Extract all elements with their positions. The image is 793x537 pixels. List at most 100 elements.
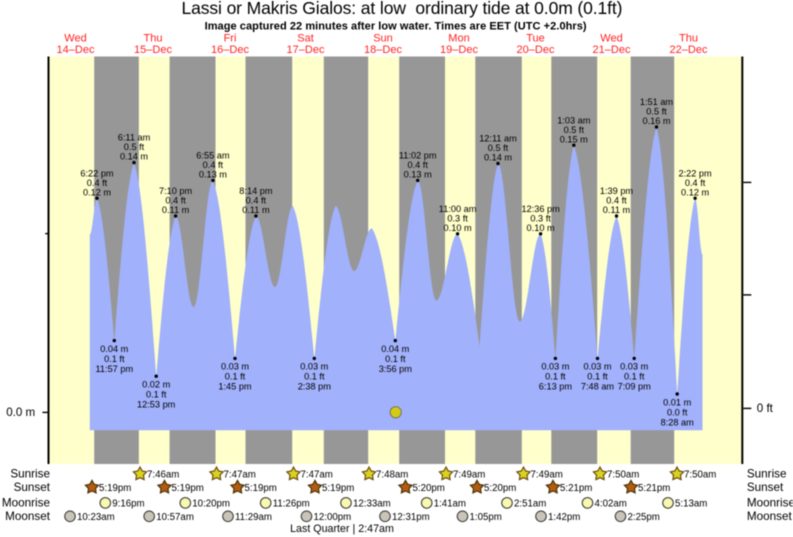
svg-text:5:19pm: 5:19pm	[99, 483, 131, 494]
svg-text:1:05pm: 1:05pm	[470, 512, 502, 523]
svg-text:12:31pm: 12:31pm	[392, 512, 430, 523]
svg-text:4:02am: 4:02am	[595, 498, 627, 509]
svg-text:1:03 am: 1:03 am	[557, 115, 591, 125]
svg-text:0.4 ft: 0.4 ft	[246, 196, 267, 206]
svg-text:1:45 pm: 1:45 pm	[218, 382, 252, 392]
svg-text:1:42pm: 1:42pm	[548, 512, 580, 523]
svg-text:2:38 pm: 2:38 pm	[298, 382, 332, 392]
svg-text:7:50am: 7:50am	[607, 470, 639, 481]
svg-text:12:11 am: 12:11 am	[479, 134, 517, 144]
svg-text:11:29am: 11:29am	[235, 512, 272, 523]
svg-text:0.03 m: 0.03 m	[221, 362, 249, 372]
svg-text:0.1 ft: 0.1 ft	[624, 372, 645, 382]
svg-text:0.0 ft: 0.0 ft	[667, 407, 688, 417]
svg-text:7:10 pm: 7:10 pm	[159, 186, 193, 196]
svg-text:15–Dec: 15–Dec	[134, 44, 172, 56]
svg-text:0 ft: 0 ft	[757, 402, 774, 415]
svg-text:8:14 pm: 8:14 pm	[239, 186, 273, 196]
svg-text:0.4 ft: 0.4 ft	[165, 196, 186, 206]
svg-text:0.5 ft: 0.5 ft	[564, 125, 585, 135]
svg-text:6:11 am: 6:11 am	[118, 133, 151, 143]
svg-text:6:13 pm: 6:13 pm	[539, 382, 573, 392]
svg-text:0.4 ft: 0.4 ft	[606, 196, 627, 206]
svg-text:0.01 m: 0.01 m	[663, 397, 691, 407]
svg-text:Moonrise: Moonrise	[2, 496, 50, 509]
svg-text:0.03 m: 0.03 m	[583, 362, 611, 372]
svg-text:Last Quarter | 2:47am: Last Quarter | 2:47am	[290, 523, 394, 535]
svg-text:Moonrise: Moonrise	[747, 496, 793, 509]
svg-text:0.14 m: 0.14 m	[484, 153, 512, 163]
svg-text:12:36 pm: 12:36 pm	[521, 204, 560, 214]
svg-text:19–Dec: 19–Dec	[440, 44, 478, 56]
svg-text:Wed: Wed	[64, 33, 86, 45]
svg-text:0.4 ft: 0.4 ft	[87, 178, 108, 188]
svg-text:Fri: Fri	[224, 33, 237, 45]
svg-text:Thu: Thu	[679, 33, 698, 45]
svg-text:7:49am: 7:49am	[453, 470, 485, 481]
svg-text:2:51am: 2:51am	[514, 498, 546, 509]
svg-text:0.04 m: 0.04 m	[381, 344, 409, 354]
svg-text:0.12 m: 0.12 m	[681, 187, 709, 197]
svg-text:Sat: Sat	[297, 33, 314, 45]
svg-text:12:53 pm: 12:53 pm	[137, 400, 176, 410]
svg-text:5:21pm: 5:21pm	[560, 483, 592, 494]
svg-text:Image captured 22 minutes afte: Image captured 22 minutes after low wate…	[205, 21, 587, 33]
svg-text:5:20pm: 5:20pm	[484, 483, 516, 494]
svg-text:1:39 pm: 1:39 pm	[600, 186, 634, 196]
svg-text:0.11 m: 0.11 m	[162, 205, 190, 215]
svg-text:21–Dec: 21–Dec	[593, 44, 631, 56]
svg-text:0.4 ft: 0.4 ft	[407, 160, 428, 170]
svg-text:1:51 am: 1:51 am	[640, 97, 674, 107]
svg-text:22–Dec: 22–Dec	[670, 44, 708, 56]
svg-text:9:16pm: 9:16pm	[112, 498, 144, 509]
svg-text:5:19pm: 5:19pm	[322, 483, 354, 494]
svg-text:0.5 ft: 0.5 ft	[488, 143, 509, 153]
svg-text:Tue: Tue	[526, 33, 545, 45]
svg-text:0.1 ft: 0.1 ft	[146, 390, 167, 400]
svg-text:0.1 ft: 0.1 ft	[225, 372, 246, 382]
svg-text:7:46am: 7:46am	[147, 470, 179, 481]
svg-text:6:55 am: 6:55 am	[196, 151, 230, 161]
svg-text:0.02 m: 0.02 m	[142, 380, 170, 390]
svg-text:0.1 ft: 0.1 ft	[587, 372, 608, 382]
svg-text:11:57 pm: 11:57 pm	[95, 364, 133, 374]
svg-text:20–Dec: 20–Dec	[517, 44, 555, 56]
svg-text:5:21pm: 5:21pm	[638, 483, 670, 494]
svg-text:Moonset: Moonset	[5, 510, 51, 523]
svg-text:16–Dec: 16–Dec	[211, 44, 249, 56]
svg-text:0.14 m: 0.14 m	[120, 152, 148, 162]
svg-text:7:48am: 7:48am	[376, 470, 408, 481]
svg-text:14–Dec: 14–Dec	[57, 44, 95, 56]
svg-text:11:00 am: 11:00 am	[439, 204, 477, 214]
svg-text:1:41am: 1:41am	[434, 498, 466, 509]
svg-text:0.1 ft: 0.1 ft	[304, 372, 325, 382]
svg-text:6:22 pm: 6:22 pm	[80, 168, 114, 178]
svg-text:7:50am: 7:50am	[684, 470, 716, 481]
svg-text:0.5 ft: 0.5 ft	[124, 142, 145, 152]
svg-text:0.03 m: 0.03 m	[300, 362, 328, 372]
svg-text:10:57am: 10:57am	[156, 512, 194, 523]
svg-text:0.5 ft: 0.5 ft	[646, 107, 667, 117]
svg-text:Wed: Wed	[600, 33, 622, 45]
svg-text:0.13 m: 0.13 m	[404, 170, 432, 180]
svg-text:0.11 m: 0.11 m	[603, 205, 631, 215]
svg-text:3:56 pm: 3:56 pm	[379, 364, 413, 374]
svg-text:11:02 pm: 11:02 pm	[399, 151, 437, 161]
svg-text:Sunset: Sunset	[14, 481, 51, 494]
svg-text:18–Dec: 18–Dec	[364, 44, 402, 56]
svg-text:5:13am: 5:13am	[675, 498, 707, 509]
svg-text:0.4 ft: 0.4 ft	[203, 160, 224, 170]
svg-text:Thu: Thu	[144, 33, 163, 45]
svg-text:0.04 m: 0.04 m	[100, 344, 128, 354]
svg-text:0.13 m: 0.13 m	[199, 170, 227, 180]
svg-text:0.16 m: 0.16 m	[642, 116, 670, 126]
svg-text:0.10 m: 0.10 m	[527, 223, 555, 233]
svg-text:Mon: Mon	[448, 33, 469, 45]
svg-text:8:28 am: 8:28 am	[661, 417, 695, 427]
svg-text:0.03 m: 0.03 m	[541, 362, 569, 372]
svg-text:0.4 ft: 0.4 ft	[685, 178, 706, 188]
svg-text:7:09 pm: 7:09 pm	[618, 382, 652, 392]
svg-text:2:25pm: 2:25pm	[628, 512, 660, 523]
svg-text:12:33am: 12:33am	[353, 498, 391, 509]
svg-text:10:20pm: 10:20pm	[192, 498, 230, 509]
